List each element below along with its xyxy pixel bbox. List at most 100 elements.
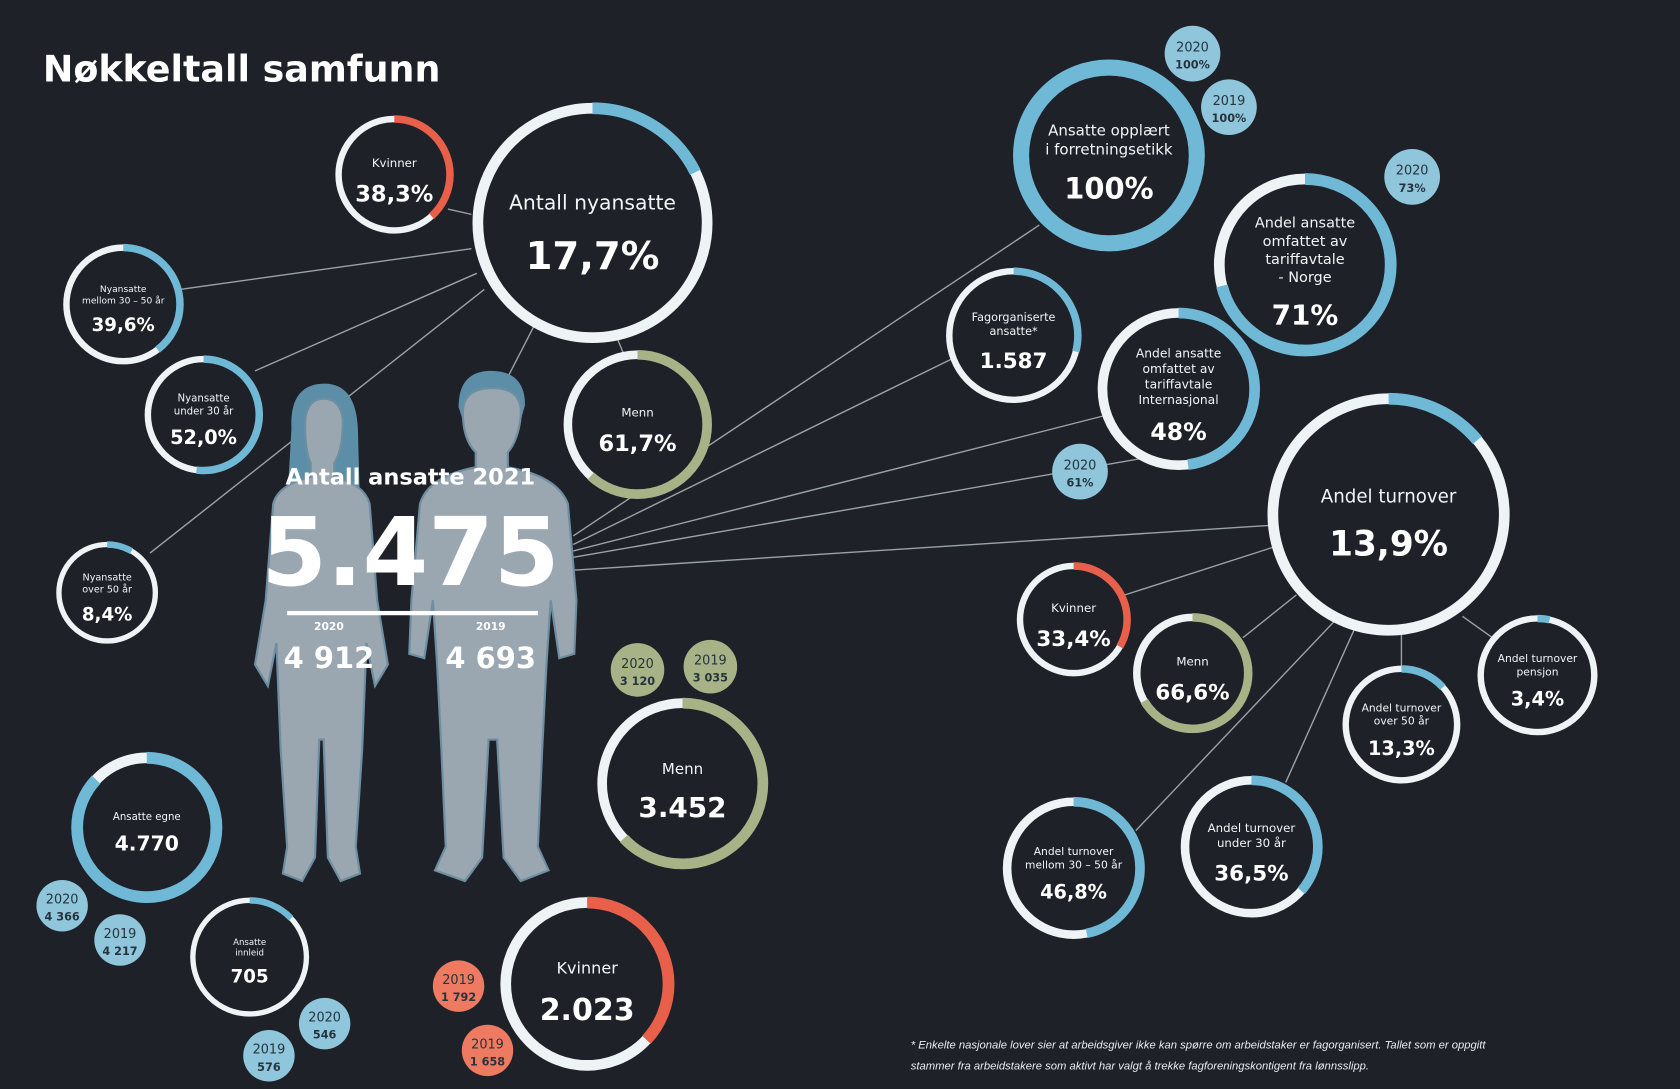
ring-to-menn: Menn 66,6% bbox=[1132, 613, 1253, 734]
bubble-kvinner-a: 2019 1 792 bbox=[432, 960, 485, 1012]
bubble-circle bbox=[36, 879, 88, 932]
ring-label: Andel turnover bbox=[1034, 845, 1114, 858]
ring-label: Andel ansatte bbox=[1255, 216, 1355, 232]
ring-label: omfattet av bbox=[1142, 362, 1214, 376]
bubble-value: 100% bbox=[1212, 112, 1247, 125]
bubble-year: 2020 bbox=[1176, 40, 1209, 55]
ring-label: - Norge bbox=[1278, 270, 1331, 286]
bubble-year: 2020 bbox=[308, 1010, 341, 1025]
ring-fill bbox=[1097, 307, 1260, 471]
ring-label: Antall nyansatte bbox=[509, 190, 676, 214]
bubble-norge-2020: 2020 73% bbox=[1384, 148, 1440, 205]
bubble-circle bbox=[683, 639, 738, 694]
bubble-circle bbox=[1384, 148, 1440, 205]
ring-label: i forretningsetikk bbox=[1045, 141, 1173, 159]
bubble-etikk-2020: 2020 100% bbox=[1164, 25, 1221, 82]
ring-tariff-norge: Andel ansatte omfattet av tariffavtale - No… bbox=[1213, 173, 1397, 357]
ring-label: Kvinner bbox=[1051, 601, 1096, 615]
ring-label: tariffavtale bbox=[1265, 252, 1344, 268]
headcount-label: Antall ansatte 2021 bbox=[286, 464, 536, 490]
ring-fill bbox=[563, 349, 712, 499]
bubble-year: 2019 bbox=[104, 927, 137, 942]
page-title: Nøkkeltall samfunn bbox=[43, 47, 441, 90]
headcount-2019-value: 4 693 bbox=[445, 641, 536, 675]
ring-value: 13,9% bbox=[1329, 524, 1448, 564]
ring-value: 3.452 bbox=[638, 791, 726, 824]
bubble-year: 2019 bbox=[253, 1043, 286, 1058]
headcount-2019-year: 2019 bbox=[476, 620, 506, 633]
footnote-line-2: stammer fra arbeidstakere som aktivt har… bbox=[911, 1061, 1369, 1073]
ring-fill bbox=[596, 697, 769, 870]
bubble-menn-2020: 2020 3 120 bbox=[610, 643, 665, 697]
ring-fill bbox=[1013, 59, 1205, 252]
bubble-circle bbox=[461, 1024, 514, 1077]
ring-label: ansatte* bbox=[989, 325, 1038, 338]
bubble-year: 2019 bbox=[1213, 94, 1246, 109]
ring-label: innleid bbox=[235, 949, 264, 959]
bubble-circle bbox=[1052, 443, 1108, 500]
ring-label: over 50 år bbox=[82, 582, 132, 595]
bubble-circle bbox=[432, 960, 485, 1012]
connector-line bbox=[254, 272, 478, 372]
bubble-value: 4 366 bbox=[45, 911, 80, 924]
ring-value: 100% bbox=[1064, 172, 1153, 206]
ring-label: Nyansatte bbox=[178, 394, 230, 405]
ring-label: Ansatte opplært bbox=[1048, 122, 1170, 140]
ring-label: Kvinner bbox=[556, 958, 618, 977]
bubble-year: 2019 bbox=[442, 973, 475, 988]
ring-label: mellom 30 – 50 år bbox=[82, 295, 165, 306]
ring-label: tariffavtale bbox=[1145, 377, 1213, 391]
ring-value: 705 bbox=[231, 966, 269, 987]
bubble-value: 3 035 bbox=[693, 672, 728, 685]
bubble-year: 2019 bbox=[694, 654, 727, 669]
ring-fill bbox=[55, 541, 159, 645]
bubble-value: 1 658 bbox=[470, 1055, 505, 1068]
ring-label: under 30 år bbox=[174, 404, 234, 417]
bubble-circle bbox=[298, 997, 351, 1050]
connector-line bbox=[573, 524, 1273, 571]
man-figure bbox=[408, 386, 578, 883]
ring-fill bbox=[1132, 613, 1253, 734]
connector-line bbox=[1242, 594, 1297, 639]
bubble-kvinner-b: 2019 1 658 bbox=[461, 1024, 514, 1077]
ring-value: 17,7% bbox=[526, 234, 660, 279]
bubble-year: 2019 bbox=[471, 1037, 504, 1052]
ring-fill bbox=[1341, 665, 1461, 785]
bubble-innleid-2019: 2019 576 bbox=[243, 1030, 295, 1082]
ring-value: 39,6% bbox=[92, 315, 155, 336]
ring-label: Andel ansatte bbox=[1136, 347, 1221, 361]
ring-value: 38,3% bbox=[355, 181, 433, 207]
bubble-value: 100% bbox=[1175, 59, 1210, 72]
ring-fill bbox=[62, 243, 184, 365]
bubble-value: 576 bbox=[257, 1061, 281, 1074]
ring-label: Andel turnover bbox=[1208, 821, 1296, 835]
ring-nyansatte: Antall nyansatte 17,7% bbox=[471, 102, 714, 344]
bubble-value: 3 120 bbox=[620, 675, 655, 688]
ring-value: 2.023 bbox=[540, 993, 635, 1028]
connector-line bbox=[1285, 626, 1356, 783]
connector-line bbox=[573, 415, 1104, 552]
ring-fill bbox=[144, 355, 264, 475]
ring-fill bbox=[1180, 775, 1323, 919]
ring-label: Ansatte bbox=[233, 938, 266, 948]
ring-label: Andel turnover bbox=[1362, 701, 1442, 714]
ring-label: omfattet av bbox=[1263, 234, 1348, 250]
bubble-circle bbox=[1164, 25, 1221, 82]
ring-label: Fagorganiserte bbox=[972, 311, 1056, 324]
ring-label: Internasjonal bbox=[1138, 393, 1218, 407]
ring-fill bbox=[1002, 796, 1145, 940]
headcount-divider bbox=[287, 610, 538, 616]
connector-line bbox=[179, 247, 472, 291]
ring-menn: Menn 3.452 bbox=[596, 697, 769, 870]
bubble-value: 61% bbox=[1067, 477, 1094, 490]
bubble-egne-2020: 2020 4 366 bbox=[36, 879, 88, 932]
headcount-block: Antall ansatte 2021 5.475 2020 4 912 201… bbox=[261, 464, 559, 674]
bubble-circle bbox=[243, 1030, 295, 1082]
connector-line bbox=[447, 208, 472, 216]
bubble-value: 73% bbox=[1399, 182, 1426, 195]
